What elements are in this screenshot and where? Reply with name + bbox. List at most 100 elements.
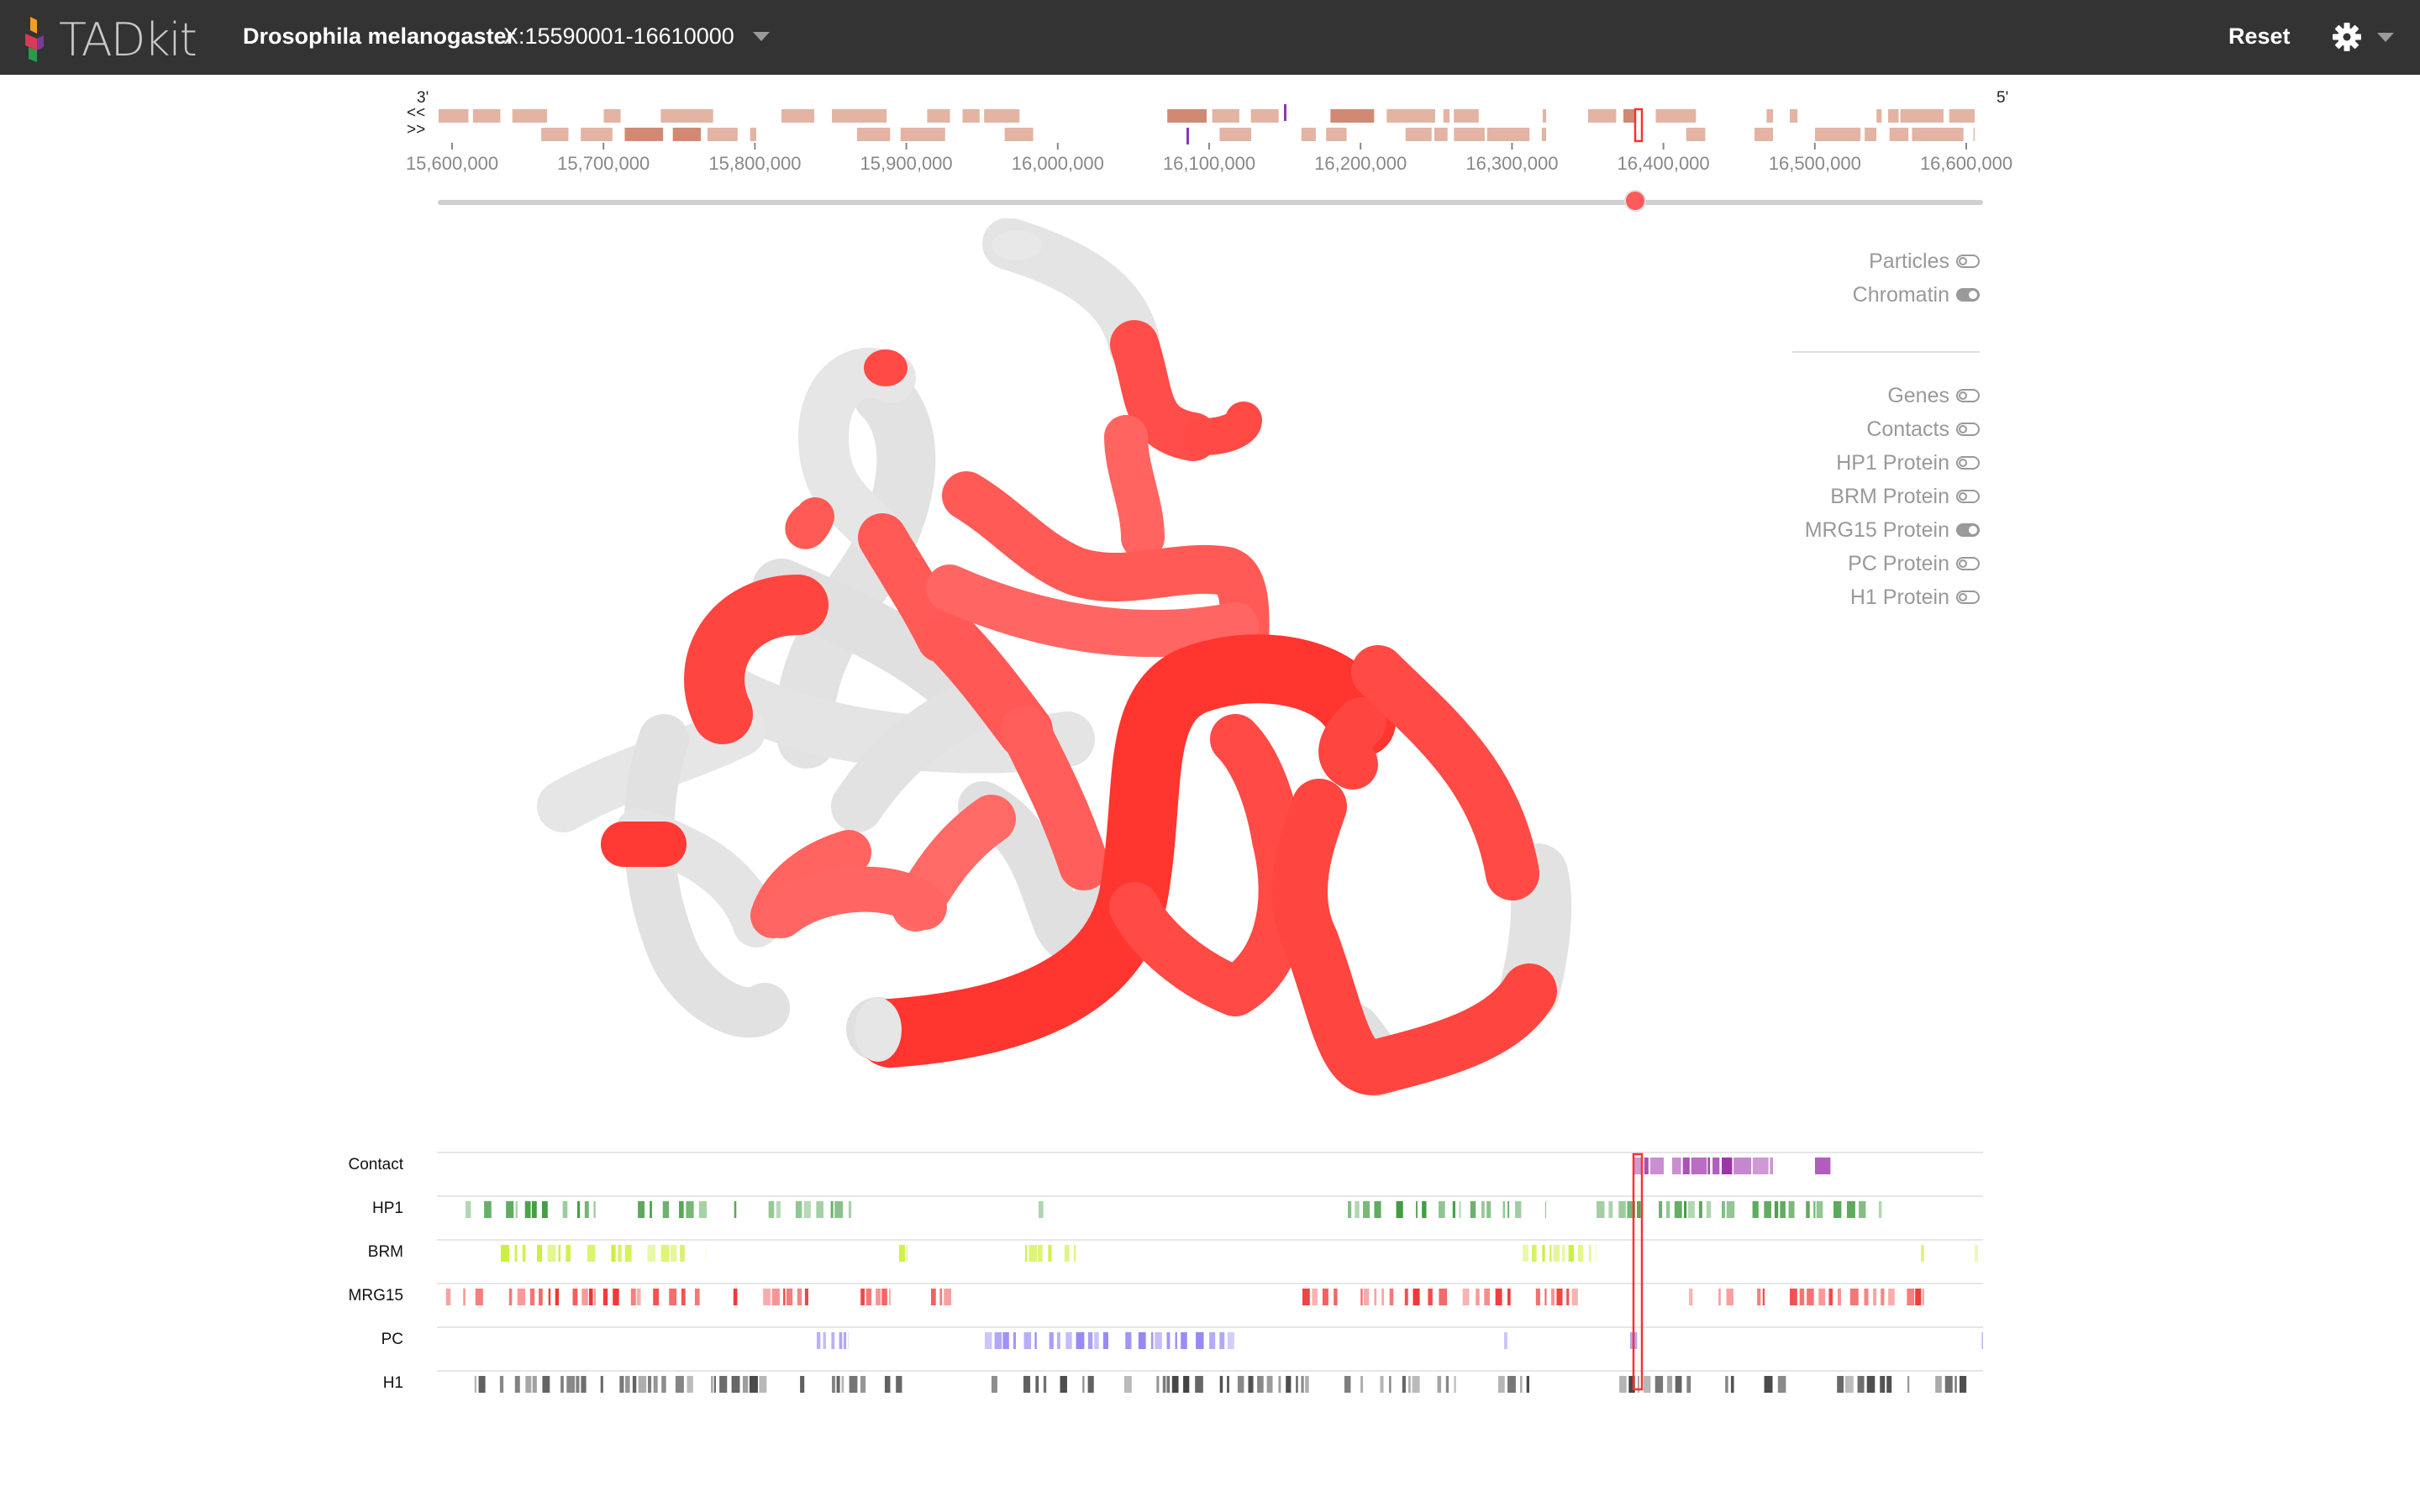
- feature-mark: [632, 1376, 637, 1393]
- feature-mark: [1849, 1289, 1859, 1305]
- feature-mark: [1764, 1201, 1771, 1218]
- feature-mark: [1762, 1289, 1765, 1305]
- genome-browser[interactable]: 3' 5' << >> 15,600,000 15,700,000 15,800,0…: [395, 84, 2033, 218]
- gene-bar: [832, 109, 887, 123]
- gene-bar: [781, 109, 815, 123]
- gene-bar: [1443, 109, 1450, 123]
- tick-label: 16,000,000: [1011, 153, 1104, 174]
- gene-bar: [1541, 128, 1546, 141]
- feature-mark: [466, 1201, 471, 1218]
- feature-mark: [1413, 1289, 1420, 1305]
- feature-mark: [1608, 1201, 1613, 1218]
- feature-mark: [1687, 1201, 1695, 1218]
- feature-mark: [1544, 1201, 1546, 1218]
- gene-bar: [1623, 109, 1635, 123]
- feature-mark: [1637, 1376, 1639, 1393]
- toggle-switch-icon[interactable]: [1956, 490, 1980, 503]
- reset-button[interactable]: Reset: [2228, 24, 2291, 49]
- toggle-hp1-protein[interactable]: HP1 Protein: [1836, 450, 1980, 475]
- feature-mark: [1944, 1376, 1953, 1393]
- feature-mark: [1815, 1158, 1831, 1174]
- toggle-mrg15-protein[interactable]: MRG15 Protein: [1805, 517, 1980, 543]
- toggle-pc-protein[interactable]: PC Protein: [1848, 551, 1980, 576]
- gear-icon[interactable]: [2332, 22, 2362, 52]
- toggle-switch-icon[interactable]: [1956, 288, 1980, 302]
- feature-mark: [1935, 1376, 1942, 1393]
- feature-mark: [843, 1332, 847, 1349]
- feature-mark: [548, 1289, 551, 1305]
- toggle-particles[interactable]: Particles: [1869, 249, 1980, 274]
- gene-bar: [984, 109, 1020, 123]
- feature-mark: [611, 1245, 616, 1262]
- feature-mark: [1013, 1332, 1017, 1349]
- feature-mark: [587, 1245, 596, 1262]
- feature-mark: [1816, 1201, 1823, 1218]
- feature-mark: [1038, 1245, 1043, 1262]
- track-label: PC: [381, 1331, 403, 1348]
- feature-mark: [1043, 1376, 1047, 1393]
- toggle-switch-icon[interactable]: [1956, 591, 1980, 604]
- gene-track[interactable]: [395, 84, 2033, 151]
- feature-mark: [636, 1289, 641, 1305]
- toggle-switch-icon[interactable]: [1956, 389, 1980, 402]
- position-slider-handle[interactable]: [1624, 190, 1647, 212]
- feature-mark: [1526, 1376, 1529, 1393]
- toggle-switch-icon[interactable]: [1956, 255, 1980, 268]
- feature-mark: [1219, 1376, 1223, 1393]
- feature-mark: [1886, 1376, 1892, 1393]
- region-selector[interactable]: X:15590001-16610000: [503, 24, 734, 49]
- feature-mark: [803, 1201, 811, 1218]
- feature-mark: [537, 1245, 543, 1262]
- gene-bar: [581, 128, 613, 141]
- feature-mark: [1878, 1201, 1882, 1218]
- feature-mark: [1087, 1332, 1093, 1349]
- feature-mark: [1788, 1201, 1795, 1218]
- toggle-brm-protein[interactable]: BRM Protein: [1830, 484, 1980, 509]
- feature-tracks[interactable]: Contact HP1 BRM MRG15 PC H1: [349, 1151, 1991, 1403]
- feature-mark: [475, 1289, 483, 1305]
- toggle-chromatin[interactable]: Chromatin: [1853, 282, 1980, 307]
- feature-mark: [1459, 1201, 1461, 1218]
- gene-bar: [1486, 128, 1530, 141]
- chevron-down-icon[interactable]: [753, 32, 770, 41]
- feature-mark: [1150, 1332, 1154, 1349]
- feature-mark: [1360, 1376, 1364, 1393]
- position-slider[interactable]: [438, 200, 1983, 205]
- feature-mark: [593, 1289, 597, 1305]
- toggle-contacts[interactable]: Contacts: [1866, 417, 1980, 442]
- chevron-down-icon[interactable]: [2377, 33, 2394, 42]
- feature-mark: [1712, 1158, 1720, 1174]
- feature-track-canvas[interactable]: [353, 1151, 1991, 1403]
- feature-mark: [1374, 1201, 1381, 1218]
- feature-mark: [1571, 1289, 1578, 1305]
- feature-mark: [1770, 1158, 1773, 1174]
- toggle-switch-icon[interactable]: [1956, 523, 1980, 537]
- feature-mark: [1428, 1289, 1433, 1305]
- feature-mark: [1363, 1289, 1370, 1305]
- feature-mark: [719, 1376, 728, 1393]
- toggle-switch-icon[interactable]: [1956, 423, 1980, 436]
- tick-label: 15,900,000: [860, 153, 953, 174]
- toggle-switch-icon[interactable]: [1956, 557, 1980, 570]
- feature-mark: [899, 1245, 905, 1262]
- feature-mark: [776, 1201, 781, 1218]
- toggle-label: Contacts: [1866, 417, 1949, 441]
- feature-mark: [1619, 1376, 1627, 1393]
- chromatin-end-cap: [864, 349, 908, 386]
- toggle-switch-icon[interactable]: [1956, 456, 1980, 470]
- feature-mark: [687, 1376, 693, 1393]
- feature-mark: [1025, 1245, 1028, 1262]
- feature-mark: [1544, 1289, 1547, 1305]
- feature-mark: [1520, 1376, 1523, 1393]
- gene-bar: [1887, 109, 1899, 123]
- feature-mark: [1659, 1201, 1663, 1218]
- feature-mark: [653, 1376, 658, 1393]
- toggle-h1-protein[interactable]: H1 Protein: [1850, 585, 1980, 610]
- feature-mark: [1698, 1201, 1702, 1218]
- chromatin-3d-model[interactable]: [471, 218, 1647, 1126]
- feature-mark: [1344, 1376, 1351, 1393]
- feature-mark: [522, 1245, 526, 1262]
- tadkit-logo[interactable]: TADkit: [24, 13, 200, 66]
- toggle-genes[interactable]: Genes: [1887, 383, 1980, 408]
- feature-mark: [1807, 1289, 1814, 1305]
